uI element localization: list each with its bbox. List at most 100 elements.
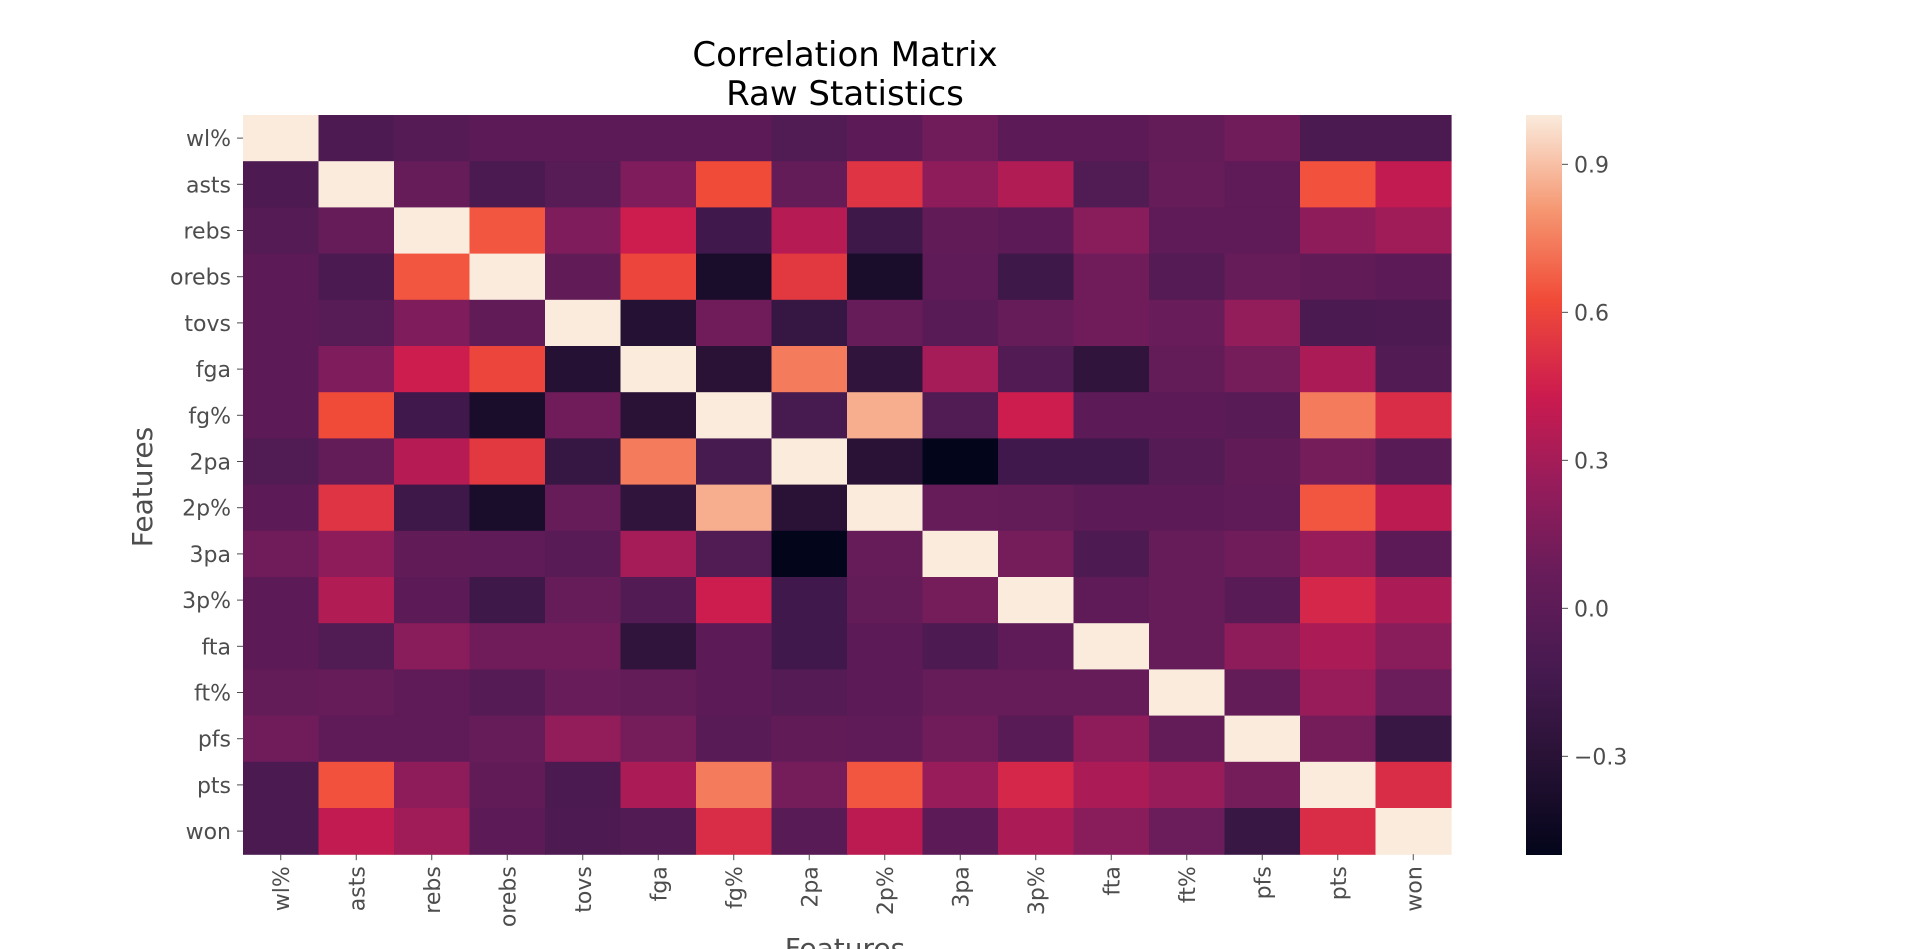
heatmap-cell-rebs-asts: [318, 207, 395, 255]
heatmap-cell-won-fta: [1073, 808, 1150, 855]
heatmap-cell-fg%-3p%: [998, 392, 1075, 439]
x-tick-label: 2p%: [874, 866, 899, 915]
x-tick-label: asts: [345, 866, 370, 911]
colorbar-tick-label: −0.3: [1574, 745, 1627, 770]
heatmap-cell-3p%-fta: [1073, 577, 1150, 624]
y-tick-label: rebs: [183, 220, 231, 245]
heatmap-cell-orebs-fg%: [696, 253, 773, 301]
x-tick-label: fga: [647, 866, 672, 901]
heatmap-cell-3p%-fga: [620, 577, 697, 624]
heatmap-cell-3pa-3pa: [922, 530, 999, 578]
heatmap-cell-wl%-pfs: [1224, 115, 1301, 162]
x-tick-label: pts: [1327, 866, 1352, 900]
heatmap-cell-won-ft%: [1149, 808, 1226, 855]
y-tick-label: fg%: [188, 404, 231, 429]
heatmap-cell-ft%-fta: [1073, 669, 1150, 717]
heatmap-cell-2pa-won: [1375, 438, 1452, 486]
heatmap-cell-3pa-2p%: [847, 530, 924, 578]
y-tick-label: ft%: [194, 682, 231, 707]
heatmap-cell-2p%-pts: [1300, 484, 1377, 532]
heatmap-cell-pfs-2pa: [771, 715, 848, 763]
heatmap-cell-tovs-orebs: [469, 299, 546, 347]
x-tick-label: won: [1402, 866, 1427, 911]
heatmap-cell-3pa-tovs: [545, 530, 622, 578]
heatmap-cell-won-3p%: [998, 808, 1075, 855]
heatmap-cell-2pa-pfs: [1224, 438, 1301, 486]
heatmap-cell-2p%-fg%: [696, 484, 773, 532]
heatmap-cell-wl%-fga: [620, 115, 697, 162]
heatmap-cell-rebs-fga: [620, 207, 697, 255]
x-tick-label: rebs: [421, 866, 446, 914]
y-tick-label: wl%: [186, 127, 231, 152]
x-tick-label: fta: [1100, 866, 1125, 895]
heatmap-cell-fga-2p%: [847, 346, 924, 393]
y-tick-label: won: [186, 820, 231, 845]
heatmap-cell-won-pts: [1300, 808, 1377, 855]
colorbar-tick-label: 0.9: [1574, 153, 1609, 178]
heatmap-cell-fta-2p%: [847, 623, 924, 670]
heatmap-cell-pts-wl%: [243, 761, 320, 809]
heatmap-cell-orebs-orebs: [469, 253, 546, 301]
colorbar-tick-label: 0.6: [1574, 301, 1609, 326]
heatmap-cell-tovs-rebs: [394, 299, 471, 347]
heatmap-cell-fta-pfs: [1224, 623, 1301, 670]
heatmap-cell-wl%-tovs: [545, 115, 622, 162]
heatmap-cell-fg%-wl%: [243, 392, 320, 439]
heatmap-cell-won-2pa: [771, 808, 848, 855]
heatmap-cell-pts-fga: [620, 761, 697, 809]
heatmap-cell-pfs-fta: [1073, 715, 1150, 763]
heatmap-cell-pfs-fga: [620, 715, 697, 763]
heatmap-cell-3p%-pfs: [1224, 577, 1301, 624]
heatmap-cell-3pa-ft%: [1149, 530, 1226, 578]
heatmap-cell-fta-fga: [620, 623, 697, 670]
heatmap-cell-tovs-pts: [1300, 299, 1377, 347]
heatmap-cell-rebs-2pa: [771, 207, 848, 255]
heatmap-cell-asts-fta: [1073, 161, 1150, 208]
heatmap-cell-2p%-tovs: [545, 484, 622, 532]
heatmap-cell-fta-pts: [1300, 623, 1377, 670]
heatmap-cell-pfs-pts: [1300, 715, 1377, 763]
heatmap-cell-pfs-won: [1375, 715, 1452, 763]
heatmap-cell-pfs-fg%: [696, 715, 773, 763]
heatmap-cell-tovs-3pa: [922, 299, 999, 347]
heatmap-cell-asts-2p%: [847, 161, 924, 208]
heatmap-cell-asts-wl%: [243, 161, 320, 208]
heatmap-cell-won-pfs: [1224, 808, 1301, 855]
heatmap-cell-pfs-3p%: [998, 715, 1075, 763]
heatmap-cell-pts-won: [1375, 761, 1452, 809]
heatmap-cell-orebs-asts: [318, 253, 395, 301]
heatmap-cell-wl%-rebs: [394, 115, 471, 162]
heatmap-cell-tovs-wl%: [243, 299, 320, 347]
heatmap-cell-ft%-rebs: [394, 669, 471, 717]
x-tick-label: tovs: [572, 866, 597, 913]
heatmap-cell-pfs-orebs: [469, 715, 546, 763]
heatmap-cell-fta-fta: [1073, 623, 1150, 670]
heatmap-cell-ft%-3p%: [998, 669, 1075, 717]
heatmap-cell-won-2p%: [847, 808, 924, 855]
heatmap-cell-ft%-orebs: [469, 669, 546, 717]
heatmap-cell-rebs-3p%: [998, 207, 1075, 255]
heatmap-cell-fg%-3pa: [922, 392, 999, 439]
heatmap-cell-wl%-2pa: [771, 115, 848, 162]
heatmap-cell-3pa-asts: [318, 530, 395, 578]
heatmap-cell-fta-fg%: [696, 623, 773, 670]
x-tick-label: ft%: [1176, 866, 1201, 903]
heatmap-cell-orebs-wl%: [243, 253, 320, 301]
heatmap-cell-fg%-ft%: [1149, 392, 1226, 439]
heatmap-cell-fg%-asts: [318, 392, 395, 439]
heatmap-cell-2pa-pts: [1300, 438, 1377, 486]
x-axis-tick-labels: wl% asts rebs orebs tovs fga fg% 2pa 2p% 3pa 3p% ft…: [270, 854, 1427, 927]
heatmap-cell-fta-rebs: [394, 623, 471, 670]
heatmap-cell-fga-fta: [1073, 346, 1150, 393]
heatmap-cell-rebs-pts: [1300, 207, 1377, 255]
x-tick-label: 3p%: [1025, 866, 1050, 915]
heatmap-cell-orebs-3pa: [922, 253, 999, 301]
y-tick-label: orebs: [170, 266, 231, 291]
x-tick-label: pfs: [1251, 866, 1276, 899]
heatmap-cell-orebs-fta: [1073, 253, 1150, 301]
heatmap-cell-2p%-asts: [318, 484, 395, 532]
heatmap-cell-2pa-fg%: [696, 438, 773, 486]
heatmap-cell-fg%-2p%: [847, 392, 924, 439]
heatmap-cell-asts-tovs: [545, 161, 622, 208]
heatmap-cell-fga-rebs: [394, 346, 471, 393]
